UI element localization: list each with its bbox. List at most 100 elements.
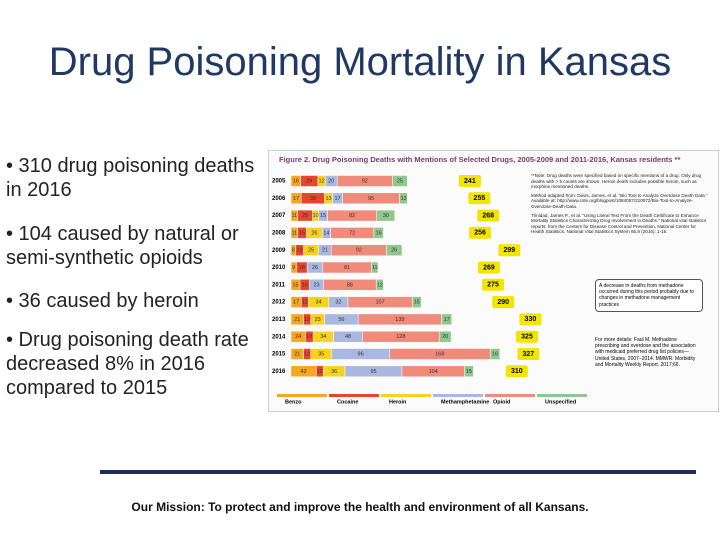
legend-label: Opioid [493,399,510,405]
segment-label: 92 [356,248,362,254]
segment-label: 12 [304,317,310,323]
legend-swatch [537,394,587,397]
legend-swatch [381,394,431,397]
segment-label: 17 [293,300,299,306]
total-box [477,209,500,222]
total-box [482,278,504,291]
legend-swatch [329,394,379,397]
year-label: 2005 [272,179,286,185]
note: **Note: Drug deaths were specified based… [531,173,702,190]
year-label: 2014 [272,334,286,340]
segment-label: 95 [370,369,376,375]
year-label: 2011 [272,282,286,288]
segment-label: 25 [302,213,308,219]
segment-label: 39 [310,196,316,202]
bar-segment [376,209,396,222]
segment-label: 15 [292,282,298,288]
segment-label: 30 [383,213,389,219]
segment-label: 18 [299,265,305,271]
segment-label: 107 [376,300,385,306]
total-box [477,261,500,274]
segment-label: 32 [335,300,341,306]
bar-segment [441,313,453,326]
segment-label: 17 [444,317,450,323]
segment-label: 15 [466,369,472,375]
segment-label: 24 [295,334,301,340]
total-box [505,365,528,378]
total-label: 241 [464,178,476,185]
segment-label: 72 [349,230,355,236]
segment-label: 168 [435,351,444,357]
segment-label: 29 [306,178,312,184]
segment-label: 35 [318,351,324,357]
segment-label: 20 [328,178,334,184]
total-box [492,296,515,309]
segment-label: 12 [319,178,325,184]
segment-label: 16 [293,178,299,184]
total-label: 330 [525,316,537,323]
segment-label: 11 [291,213,297,219]
segment-label: 16 [302,282,308,288]
segment-label: 15 [299,230,305,236]
segment-label: 12 [302,300,308,306]
segment-label: 13 [325,196,331,202]
total-box [468,192,491,205]
total-label: 290 [497,299,509,306]
bar-segment [373,227,384,239]
segment-label: 21 [322,248,328,254]
segment-label: 82 [349,213,355,219]
segment-label: 23 [315,317,321,323]
figure-title: Figure 2. Drug Poisoning Deaths with Men… [279,155,681,164]
total-box [517,348,540,360]
year-label: 2012 [272,300,286,306]
segment-label: 56 [338,317,344,323]
bullet: • 104 caused by natural or semi-syntheti… [6,223,239,269]
segment-label: 9 [292,265,295,271]
segment-label: 13 [297,248,303,254]
segment-label: 88 [347,282,353,288]
callout: A decrease in deaths from methadone occu… [595,279,703,312]
segment-label: 17 [293,196,299,202]
segment-label: 34 [320,334,326,340]
total-label: 325 [521,334,533,341]
segment-label: 15 [414,300,420,306]
year-label: 2007 [272,213,286,219]
segment-label: 21 [294,317,300,323]
total-label: 310 [511,368,523,375]
bar-segment [392,175,408,187]
bullet: • 310 drug poisoning deaths in 2016 [6,155,255,201]
segment-label: 42 [301,369,307,375]
segment-label: 25 [397,178,403,184]
divider [100,470,696,474]
legend-swatch [485,394,535,397]
segment-label: 25 [308,248,314,254]
segment-label: 139 [395,317,404,323]
segment-label: 11 [372,265,378,271]
segment-label: 96 [358,351,364,357]
legend-label: Heroin [389,399,407,405]
bar-segment [464,365,474,378]
total-box [516,330,538,343]
total-label: 268 [482,212,494,219]
year-label: 2010 [272,265,286,271]
segment-label: 81 [344,265,350,271]
bar-segment [411,296,422,308]
note: Method adapted from: Davis, James, et al… [531,192,708,209]
bar-segment [438,330,452,343]
segment-label: 13 [400,196,406,202]
segment-label: 48 [345,334,351,340]
bar-segment [375,279,384,291]
segment-label: 21 [294,351,300,357]
legend-swatch [433,394,483,397]
legend-label: Cocaine [337,399,358,405]
bar-segment [371,261,379,274]
bar-segment [386,244,403,256]
segment-label: 12 [304,351,310,357]
total-label: 275 [487,282,499,289]
total-box [458,175,481,187]
segment-label: 36 [331,369,337,375]
segment-label: 20 [442,334,448,340]
mission: Our Mission: To protect and improve the … [131,500,589,514]
total-label: 256 [474,230,486,237]
